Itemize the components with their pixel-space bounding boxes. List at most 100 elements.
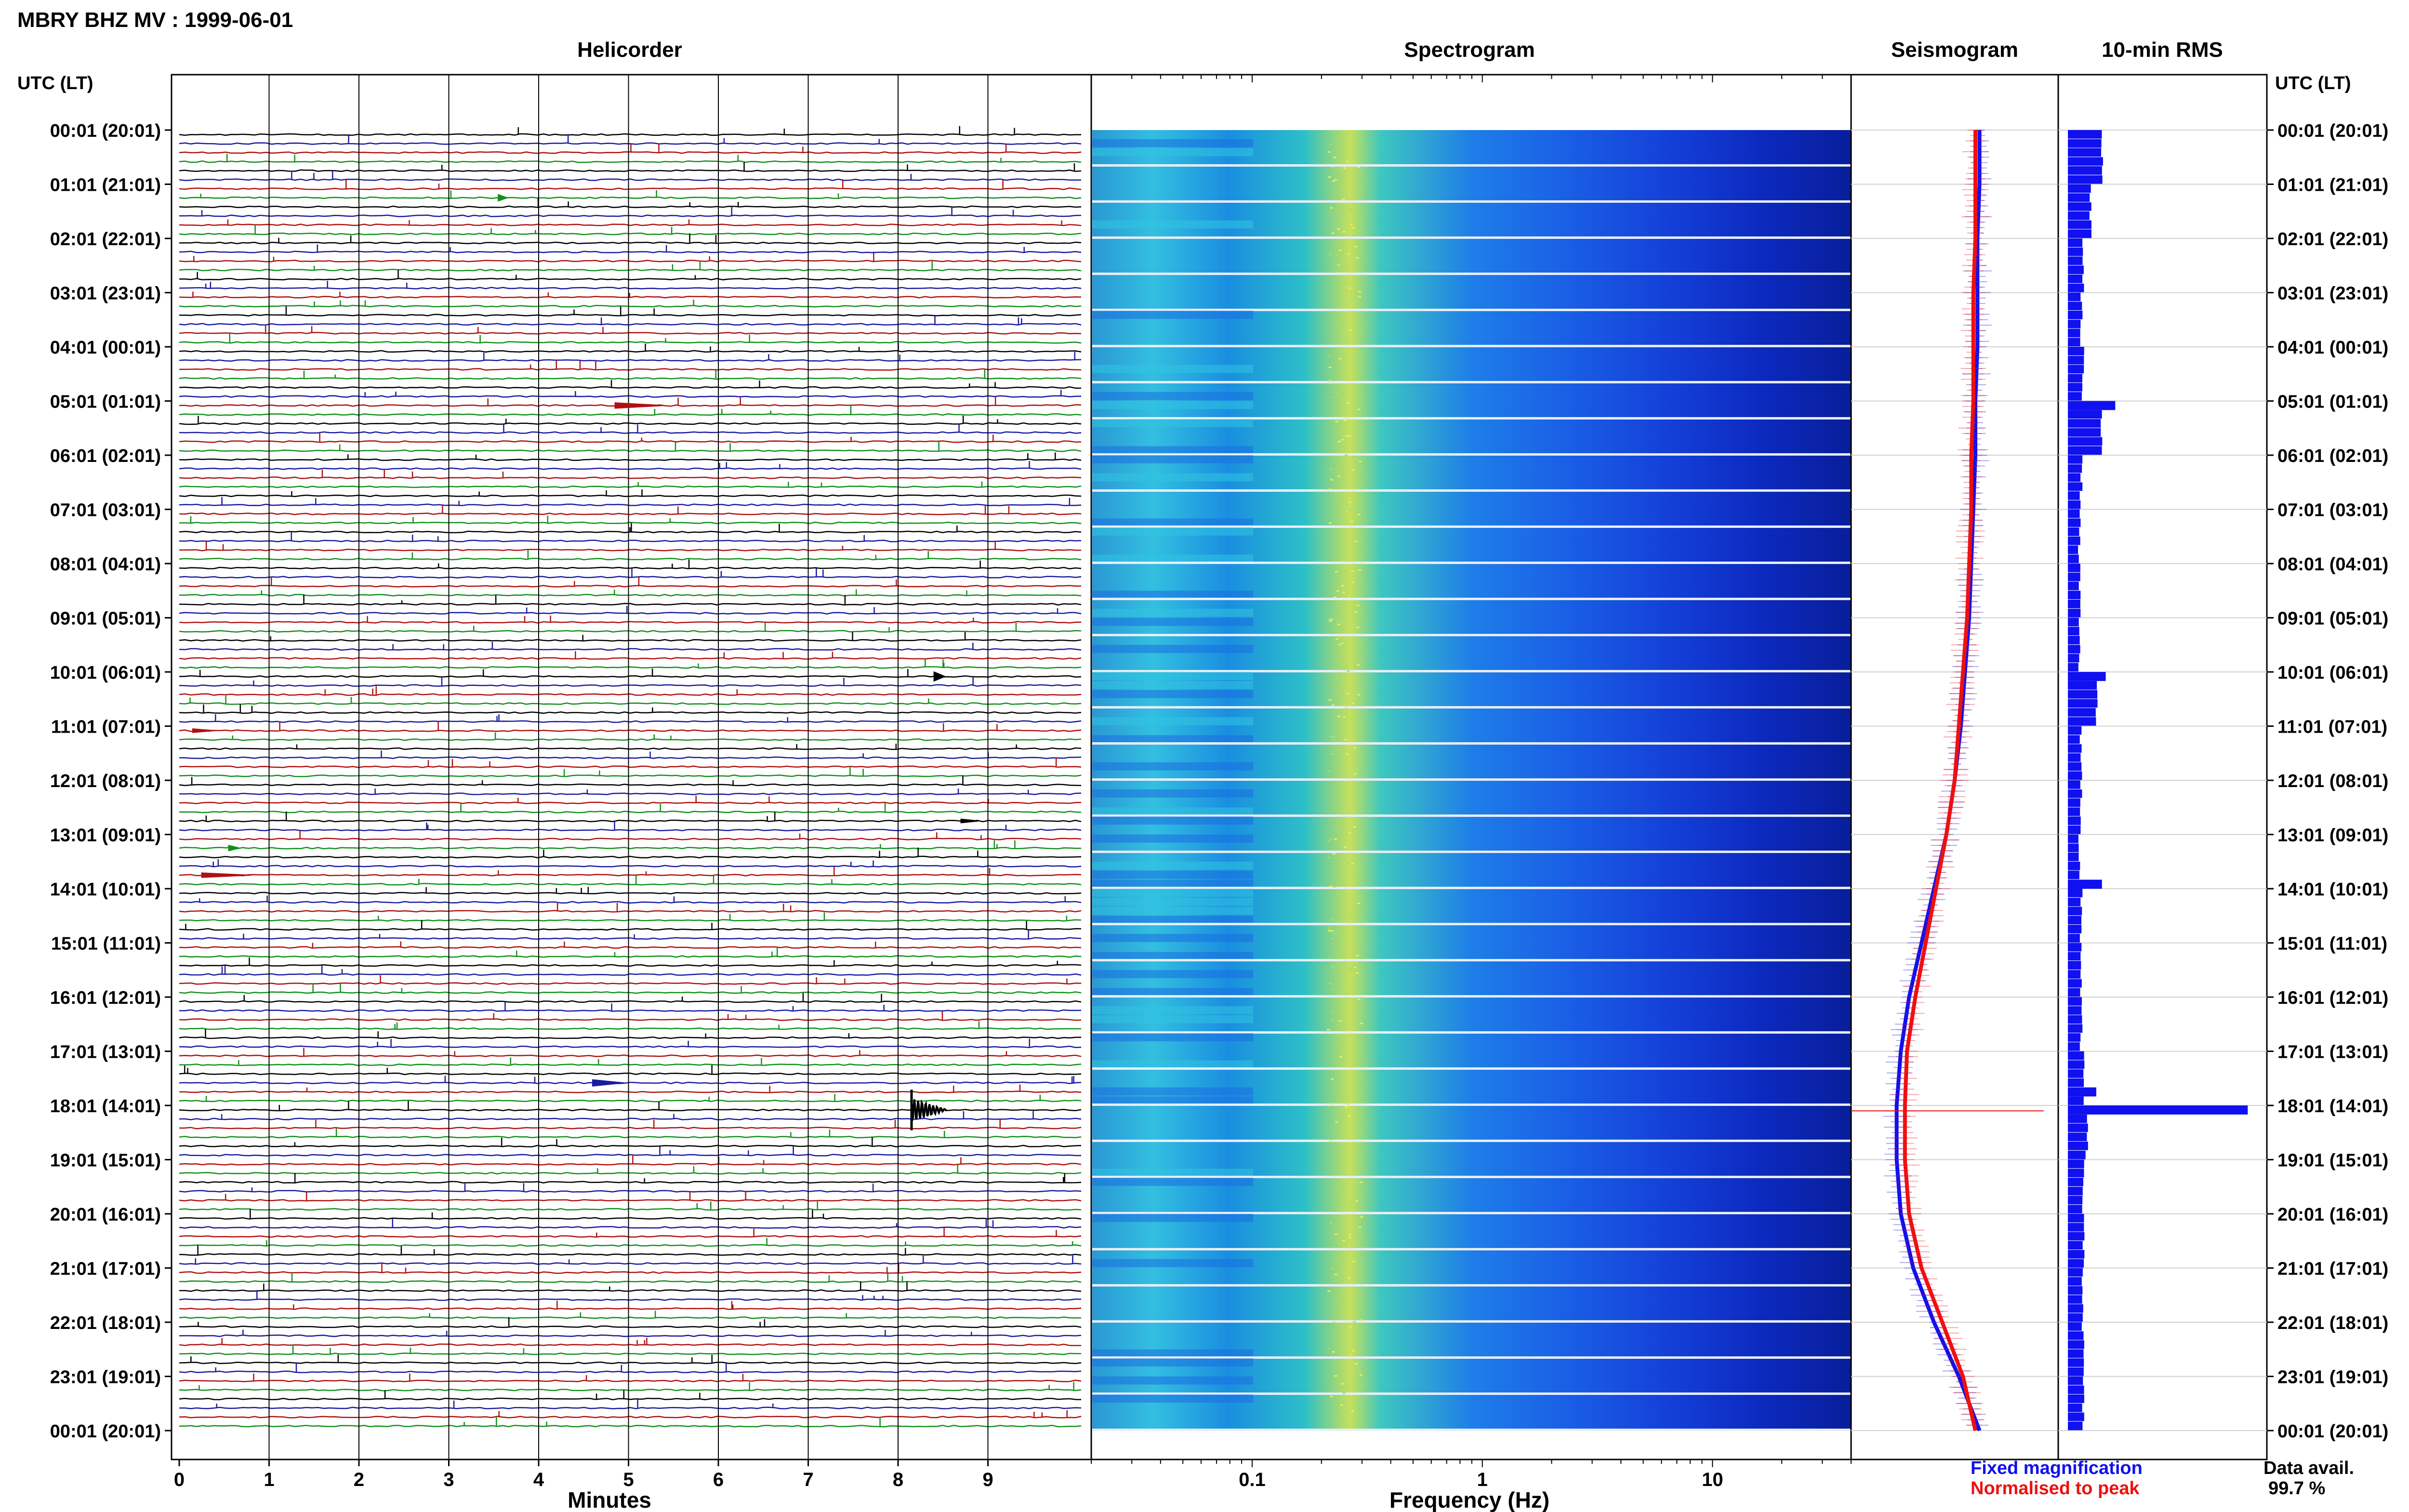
spectrogram-speckle xyxy=(1348,832,1351,834)
helicorder-trace xyxy=(179,991,1082,994)
spectrogram-band xyxy=(1092,1214,1253,1222)
helicorder-trace xyxy=(179,955,1082,958)
rms-bar xyxy=(2068,383,2082,392)
spectrogram-gap xyxy=(1092,742,1851,745)
spectrogram-speckle xyxy=(1342,333,1346,335)
helicorder-trace xyxy=(179,332,1082,335)
rms-bar xyxy=(2068,1150,2086,1159)
rms-title: 10-min RMS xyxy=(2102,38,2223,62)
spectrogram-speckle xyxy=(1334,497,1337,499)
spectrogram-speckle xyxy=(1335,421,1338,422)
time-tick-label-right: 23:01 (19:01) xyxy=(2277,1367,2388,1388)
time-tick-label-right: 21:01 (17:01) xyxy=(2277,1259,2388,1279)
spectrogram-speckle xyxy=(1353,521,1356,523)
rms-bar xyxy=(2068,338,2080,347)
spectrogram-gap xyxy=(1092,959,1851,961)
helicorder-trace xyxy=(179,675,1082,678)
rms-bar xyxy=(2068,681,2097,690)
spectrogram-x-tick-label: 0.1 xyxy=(1239,1469,1266,1490)
spectrogram-speckle xyxy=(1356,605,1360,606)
rms-bar xyxy=(2068,644,2080,654)
helicorder-x-tick-label: 9 xyxy=(982,1469,993,1490)
spectrogram-speckle xyxy=(1327,1029,1330,1031)
spectrogram-speckle xyxy=(1355,719,1358,721)
rms-bar xyxy=(2068,726,2082,735)
spectrogram-speckle xyxy=(1331,704,1335,706)
spectrogram-speckle xyxy=(1337,475,1340,477)
rms-bar xyxy=(2068,464,2082,473)
rms-bar xyxy=(2068,1385,2084,1394)
spectrogram-band xyxy=(1092,527,1253,536)
spectrogram-speckle xyxy=(1344,404,1347,406)
spectrogram-band xyxy=(1092,816,1253,825)
rms-bar xyxy=(2068,1186,2083,1196)
time-tick-label-right: 19:01 (15:01) xyxy=(2277,1151,2388,1171)
spectrogram-speckle xyxy=(1333,596,1337,598)
helicorder-trace xyxy=(179,287,1082,289)
rms-bar xyxy=(2068,491,2080,500)
spectrogram-speckle xyxy=(1332,180,1335,182)
spectrogram-gap xyxy=(1092,1211,1851,1214)
helicorder-event xyxy=(933,671,946,682)
spectrogram-speckle xyxy=(1355,1200,1359,1202)
spectrogram-speckle xyxy=(1336,602,1339,604)
spectrogram-speckle xyxy=(1342,551,1345,552)
spectrogram-speckle xyxy=(1358,1303,1362,1305)
rms-bar xyxy=(2068,1376,2083,1385)
helicorder-trace xyxy=(179,1072,1082,1076)
rms-bar xyxy=(2068,798,2080,807)
spectrogram-speckle xyxy=(1353,675,1357,677)
helicorder-trace xyxy=(179,1099,1082,1103)
rms-bar xyxy=(2068,907,2082,916)
spectrogram-speckle xyxy=(1355,972,1359,974)
spectrogram-speckle xyxy=(1343,669,1346,671)
spectrogram-speckle xyxy=(1355,1363,1358,1365)
helicorder-trace xyxy=(179,576,1082,579)
rms-bar xyxy=(2068,789,2082,798)
helicorder-trace xyxy=(179,1063,1082,1066)
spectrogram-speckle xyxy=(1355,647,1359,649)
helicorder-trace xyxy=(179,1018,1082,1021)
spectrogram-band xyxy=(1092,1087,1253,1096)
helicorder-trace xyxy=(179,1208,1082,1211)
time-tick-label-right: 00:01 (20:01) xyxy=(2277,1421,2388,1442)
spectrogram-speckle xyxy=(1348,1409,1351,1411)
spectrogram-speckle xyxy=(1342,1393,1346,1394)
spectrogram-gap xyxy=(1092,1356,1851,1359)
spectrogram-speckle xyxy=(1335,264,1338,266)
spectrogram-speckle xyxy=(1351,469,1355,471)
helicorder-trace xyxy=(179,1181,1082,1184)
rms-bar xyxy=(2068,157,2103,166)
helicorder-trace xyxy=(179,1352,1081,1355)
spectrogram-speckle xyxy=(1358,1226,1362,1228)
helicorder-trace xyxy=(179,467,1082,470)
rms-bar xyxy=(2068,247,2083,256)
helicorder-trace xyxy=(179,756,1082,759)
helicorder-event xyxy=(228,844,240,852)
helicorder-x-tick-label: 1 xyxy=(264,1469,274,1490)
spectrogram-gap xyxy=(1092,1103,1851,1106)
time-tick-label-left: 08:01 (04:01) xyxy=(50,554,161,575)
rms-bar xyxy=(2068,853,2079,861)
legend-normalised-to-peak: Normalised to peak xyxy=(1971,1478,2140,1499)
helicorder-trace xyxy=(179,476,1082,479)
rms-bar xyxy=(2068,663,2078,672)
spectrogram-speckle xyxy=(1345,454,1348,456)
helicorder-trace xyxy=(179,440,1082,443)
helicorder-trace xyxy=(179,621,1082,624)
helicorder-trace xyxy=(179,865,1082,868)
spectrogram-speckle xyxy=(1343,846,1347,848)
spectrogram-x-label: Frequency (Hz) xyxy=(1390,1487,1549,1512)
helicorder-trace xyxy=(179,1127,1082,1130)
spectrogram-gap xyxy=(1092,164,1851,167)
spectrogram-speckle xyxy=(1334,1234,1337,1235)
helicorder-trace xyxy=(179,549,1082,552)
time-tick-label-right: 14:01 (10:01) xyxy=(2277,880,2388,900)
helicorder-trace xyxy=(179,819,1082,823)
rms-bar xyxy=(2068,410,2102,419)
rms-bar xyxy=(2068,1015,2082,1024)
spectrogram-gap xyxy=(1092,1428,1851,1431)
time-tick-label-left: 00:01 (20:01) xyxy=(50,121,161,141)
spectrogram-speckle xyxy=(1328,771,1331,772)
spectrogram-speckle xyxy=(1345,997,1349,999)
